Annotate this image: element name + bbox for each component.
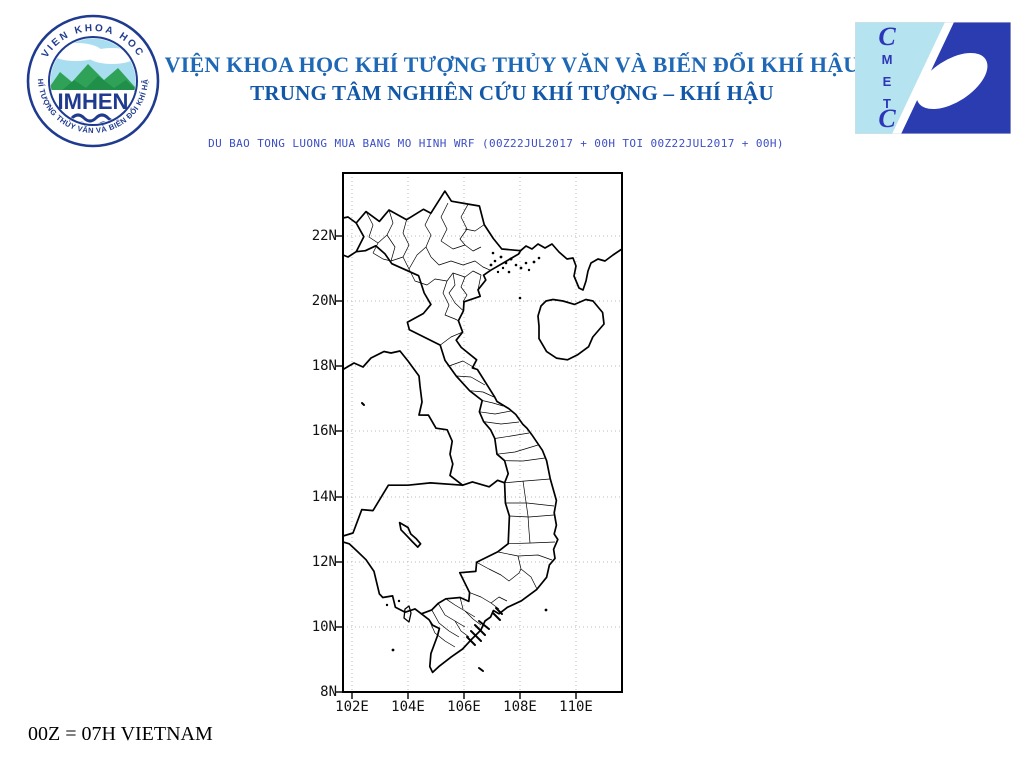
river-mouth-marks — [361, 402, 503, 672]
imhen-logo: IMHEN VIEN KHOA HOC KHÍ TƯỢNG THỦY VĂN V… — [23, 7, 160, 148]
graticule — [343, 173, 622, 692]
lon-tick-104e: 104E — [391, 699, 425, 715]
cmetc-letter-c2: C — [878, 104, 896, 133]
institute-title: VIỆN KHOA HỌC KHÍ TƯỢNG THỦY VĂN VÀ BIẾN… — [164, 52, 860, 77]
islands — [385, 251, 548, 652]
imhen-logo-graphic: IMHEN VIEN KHOA HOC KHÍ TƯỢNG THỦY VĂN V… — [23, 7, 160, 148]
lat-tick-12n: 12N — [311, 554, 337, 570]
lon-tick-110e: 110E — [559, 699, 593, 715]
lat-tick-18n: 18N — [311, 358, 337, 374]
lon-tick-102e: 102E — [335, 699, 369, 715]
province-boundaries — [365, 202, 556, 648]
cmetc-letter-c1: C — [878, 22, 896, 51]
timezone-note: 00Z = 07H VIETNAM — [28, 723, 213, 745]
lat-tick-22n: 22N — [311, 228, 337, 244]
map-plot — [336, 172, 623, 699]
lat-tick-16n: 16N — [311, 423, 337, 439]
cmetc-letter-t: T — [883, 96, 891, 111]
forecast-product-title: DU BAO TONG LUONG MUA BANG MO HINH WRF (… — [208, 137, 784, 150]
cmetc-letter-m: M — [881, 52, 893, 67]
forecast-map: 22N 20N 18N 16N 14N 12N 10N 8N 102E 104E… — [300, 168, 640, 718]
axis-ticks — [336, 235, 577, 699]
center-title: TRUNG TÂM NGHIÊN CỨU KHÍ TƯỢNG – KHÍ HẬU — [250, 81, 774, 105]
cmetc-logo: C M E T C — [855, 22, 1011, 134]
lat-tick-10n: 10N — [311, 619, 337, 635]
cmetc-letter-e: E — [882, 74, 892, 89]
header: VIỆN KHOA HỌC KHÍ TƯỢNG THỦY VĂN VÀ BIẾN… — [0, 52, 1024, 106]
imhen-acronym: IMHEN — [58, 89, 129, 114]
cmetc-logo-graphic — [855, 22, 1011, 134]
map-frame — [342, 172, 623, 693]
lat-tick-8n: 8N — [320, 684, 337, 700]
lat-tick-14n: 14N — [311, 489, 337, 505]
lon-tick-108e: 108E — [503, 699, 537, 715]
country-coastlines — [343, 190, 622, 674]
lon-tick-106e: 106E — [447, 699, 481, 715]
lat-tick-20n: 20N — [311, 293, 337, 309]
